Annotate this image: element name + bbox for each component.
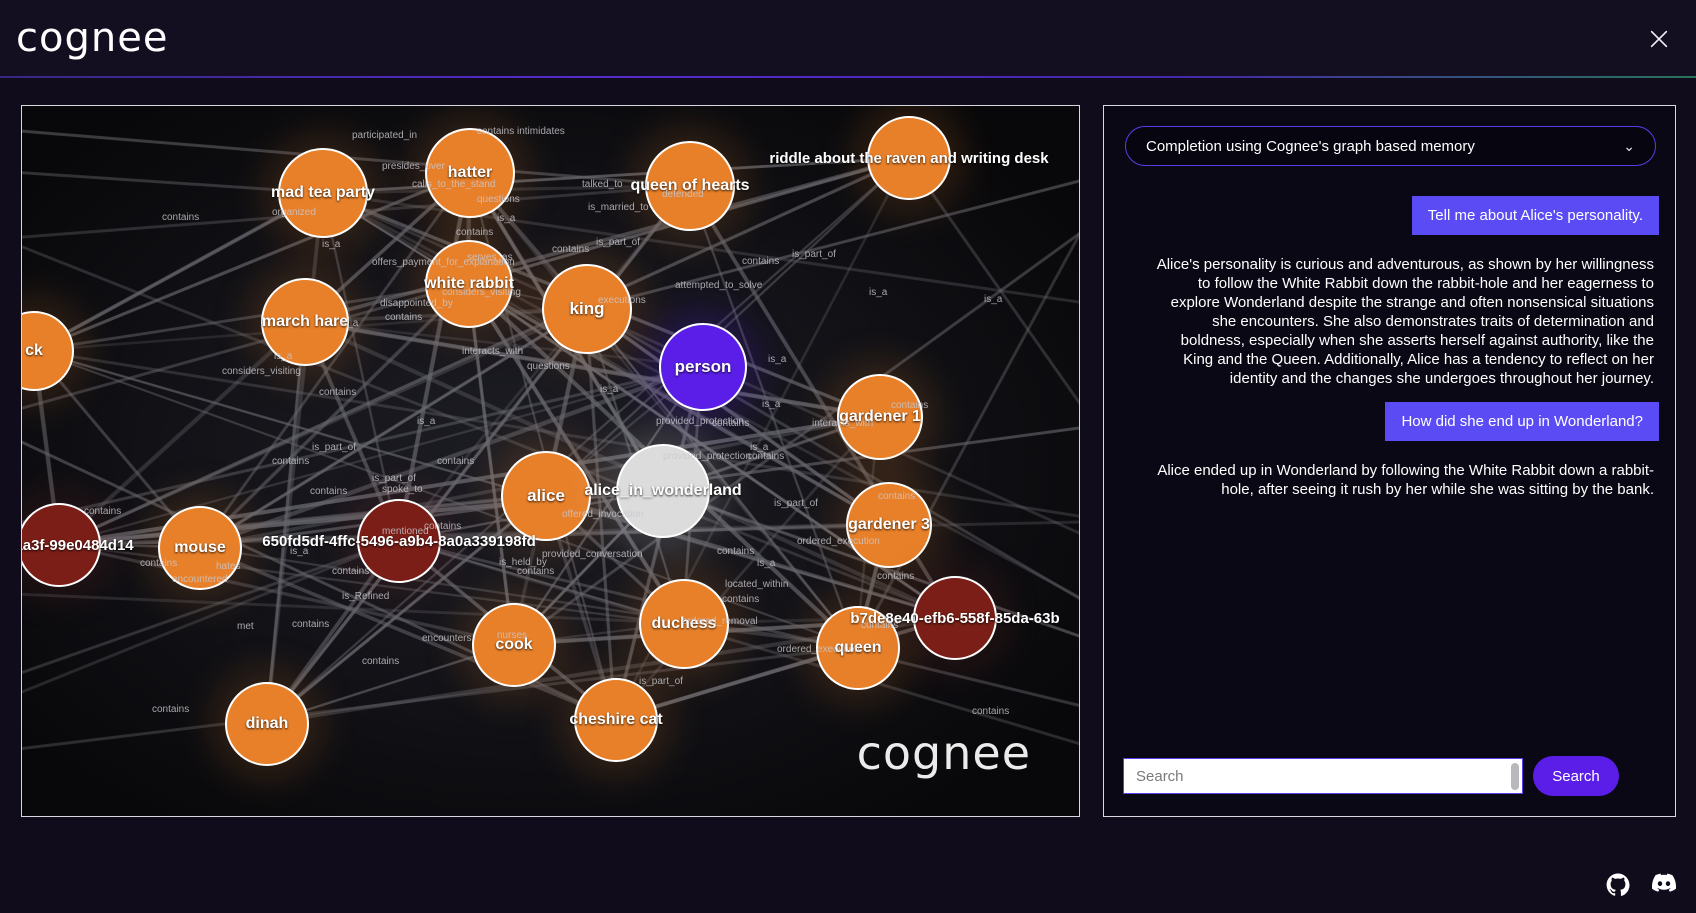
header-divider: [0, 76, 1696, 78]
chat-panel: Completion using Cognee's graph based me…: [1103, 105, 1676, 817]
model-select-dropdown[interactable]: Completion using Cognee's graph based me…: [1125, 126, 1656, 166]
model-select-value: Completion using Cognee's graph based me…: [1146, 137, 1475, 155]
graph-node[interactable]: cheshire cat: [569, 678, 663, 762]
graph-node[interactable]: riddle about the raven and writing desk: [769, 116, 1049, 200]
search-scrollbar-thumb[interactable]: [1511, 763, 1519, 790]
graph-node-label: mad tea party: [270, 184, 376, 201]
user-message: Tell me about Alice's personality.: [1411, 196, 1659, 235]
graph-node-label: ck: [25, 342, 43, 359]
cognee-logo: cognee: [16, 15, 169, 61]
graph-node[interactable]: ac3-aa3f-99e0484d14: [22, 503, 134, 587]
graph-node-label: queen: [834, 639, 882, 656]
graph-node-label: duchess: [651, 615, 717, 632]
graph-node[interactable]: white rabbit: [424, 240, 514, 328]
graph-node-label: hatter: [447, 164, 493, 181]
graph-node[interactable]: person: [659, 323, 747, 411]
graph-node[interactable]: gardener 1: [837, 374, 923, 460]
knowledge-graph-panel[interactable]: hatter mad tea party queen of hearts riddle…: [21, 105, 1080, 817]
search-input-wrapper[interactable]: [1123, 758, 1523, 794]
close-icon: [1650, 30, 1668, 48]
user-message: How did she end up in Wonderland?: [1385, 402, 1659, 442]
graph-node[interactable]: king: [542, 264, 632, 354]
graph-node[interactable]: mouse: [158, 506, 242, 590]
graph-node[interactable]: duchess: [639, 579, 729, 669]
footer-social-links: [1606, 873, 1677, 897]
graph-node-label: gardener 3: [848, 516, 930, 533]
graph-node-label: queen of hearts: [630, 177, 750, 194]
graph-node-label: white rabbit: [424, 275, 514, 292]
graph-node[interactable]: queen: [816, 606, 900, 690]
graph-node-label: mouse: [174, 539, 226, 556]
graph-node[interactable]: 650fd5df-4ffc-5496-a9b4-8a0a339198fd: [262, 499, 536, 583]
graph-node[interactable]: mad tea party: [271, 148, 375, 238]
search-button[interactable]: Search: [1533, 756, 1619, 796]
graph-node-label: dinah: [245, 715, 289, 732]
close-button[interactable]: [1640, 20, 1678, 58]
graph-node-label: march hare: [261, 313, 349, 330]
graph-node[interactable]: b7de8e40-efb6-558f-85da-63b: [850, 576, 1060, 660]
github-icon[interactable]: [1606, 873, 1630, 897]
graph-node-label: person: [674, 357, 732, 376]
graph-node[interactable]: march hare: [261, 278, 349, 366]
graph-node-label: gardener 1: [839, 408, 921, 425]
assistant-message: Alice ended up in Wonderland by followin…: [1157, 462, 1654, 499]
top-bar: cognee: [0, 0, 1696, 78]
search-row: Search: [1123, 754, 1658, 798]
discord-icon[interactable]: [1652, 873, 1677, 897]
graph-node-label: cook: [495, 636, 533, 653]
message-list: Tell me about Alice's personality. Alice'…: [1122, 182, 1659, 742]
graph-node-label: alice: [527, 486, 565, 505]
graph-node[interactable]: cook: [472, 603, 556, 687]
graph-node[interactable]: alice_in_wonderland: [584, 444, 742, 538]
search-input[interactable]: [1124, 759, 1522, 793]
graph-node-label: king: [569, 299, 605, 318]
graph-node-label: cheshire cat: [569, 711, 663, 728]
graph-node[interactable]: queen of hearts: [630, 141, 750, 231]
assistant-message: Alice's personality is curious and adven…: [1156, 256, 1654, 388]
graph-node[interactable]: hatter: [425, 128, 515, 218]
graph-node[interactable]: alice: [501, 451, 591, 541]
chevron-down-icon: ⌄: [1623, 137, 1635, 154]
graph-node[interactable]: gardener 3: [846, 482, 932, 568]
graph-node[interactable]: dinah: [225, 682, 309, 766]
